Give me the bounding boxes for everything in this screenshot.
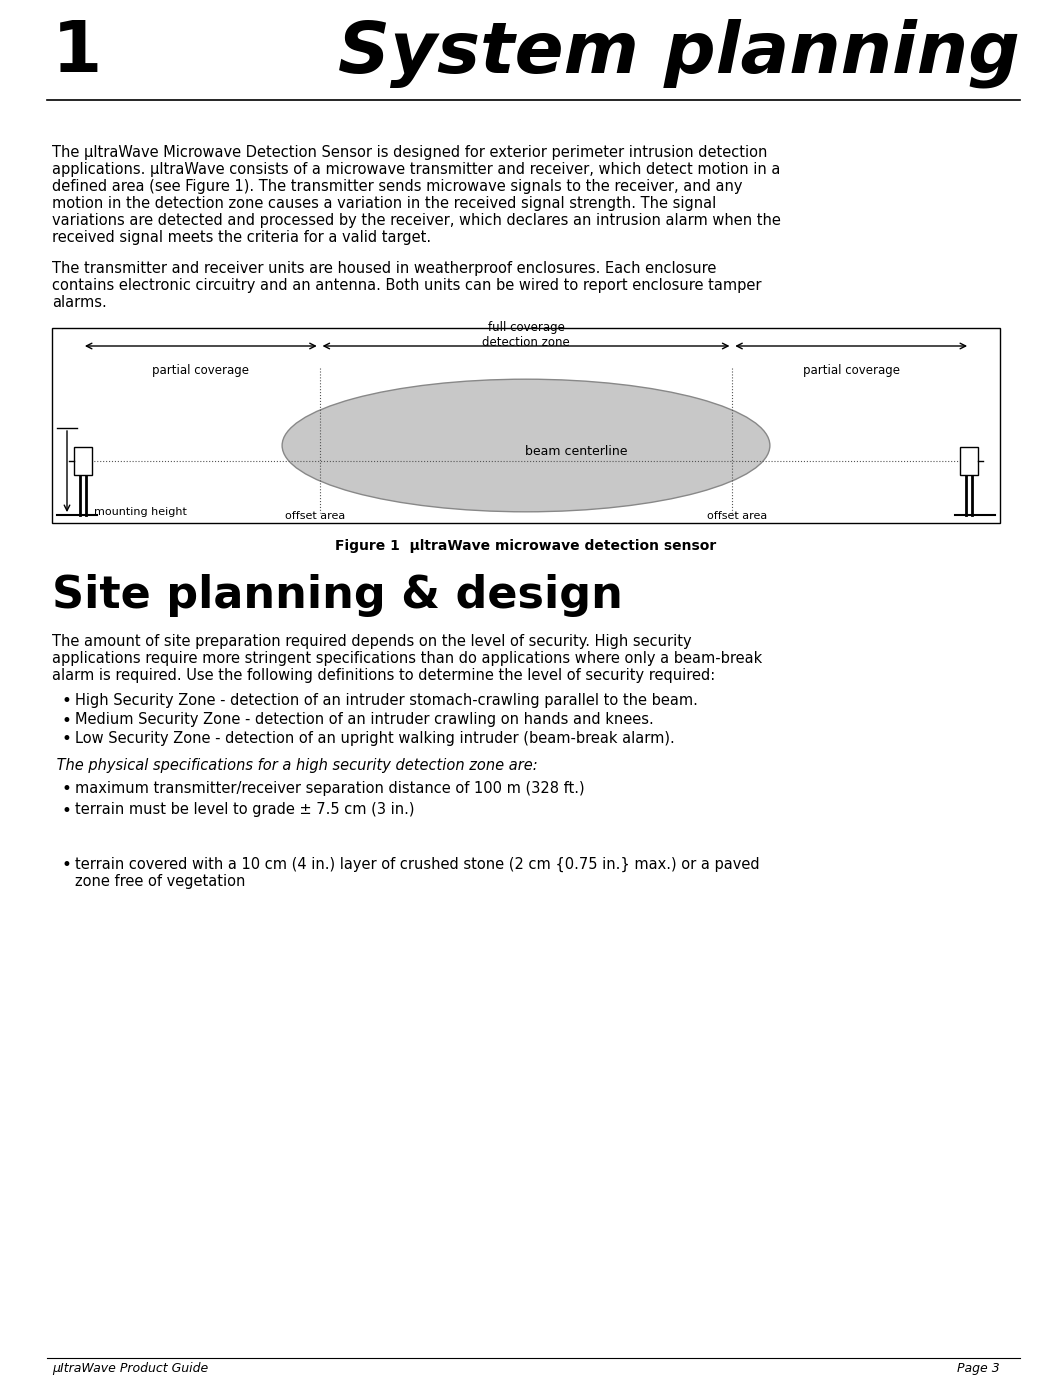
Text: The transmitter and receiver units are housed in weatherproof enclosures. Each e: The transmitter and receiver units are h…: [52, 262, 716, 275]
Text: partial coverage: partial coverage: [803, 364, 899, 376]
Text: received signal meets the criteria for a valid target.: received signal meets the criteria for a…: [52, 230, 431, 245]
Text: Page 3: Page 3: [957, 1362, 1000, 1374]
Text: alarm is required. Use the following definitions to determine the level of secur: alarm is required. Use the following def…: [52, 668, 715, 682]
Text: •: •: [62, 801, 72, 819]
Text: offset area: offset area: [707, 511, 768, 520]
Text: 1: 1: [52, 18, 102, 87]
Text: terrain must be level to grade ± 7.5 cm (3 in.): terrain must be level to grade ± 7.5 cm …: [75, 801, 414, 817]
Text: •: •: [62, 857, 72, 875]
Text: alarms.: alarms.: [52, 295, 106, 310]
Text: μItraWave Product Guide: μItraWave Product Guide: [52, 1362, 208, 1374]
Text: full coverage
detection zone: full coverage detection zone: [482, 321, 570, 349]
Text: applications require more stringent specifications than do applications where on: applications require more stringent spec…: [52, 650, 763, 666]
Text: offset area: offset area: [284, 511, 345, 520]
Text: terrain covered with a 10 cm (4 in.) layer of crushed stone (2 cm {0.75 in.} max: terrain covered with a 10 cm (4 in.) lay…: [75, 857, 760, 872]
Text: variations are detected and processed by the receiver, which declares an intrusi: variations are detected and processed by…: [52, 213, 781, 228]
Text: contains electronic circuitry and an antenna. Both units can be wired to report : contains electronic circuitry and an ant…: [52, 278, 762, 293]
Ellipse shape: [282, 379, 770, 512]
Text: •: •: [62, 781, 72, 799]
Bar: [52, 328, 1000, 523]
Text: The μltraWave Microwave Detection Sensor is designed for exterior perimeter intr: The μltraWave Microwave Detection Sensor…: [52, 145, 767, 161]
Text: Figure 1  μltraWave microwave detection sensor: Figure 1 μltraWave microwave detection s…: [336, 538, 716, 554]
Text: The physical specifications for a high security detection zone are:: The physical specifications for a high s…: [52, 758, 538, 774]
Text: applications. μltraWave consists of a microwave transmitter and receiver, which : applications. μltraWave consists of a mi…: [52, 162, 781, 177]
Text: System planning: System planning: [338, 18, 1020, 87]
Text: maximum transmitter/receiver separation distance of 100 m (328 ft.): maximum transmitter/receiver separation …: [75, 781, 585, 796]
Text: mounting height: mounting height: [94, 507, 187, 518]
Text: zone free of vegetation: zone free of vegetation: [75, 875, 245, 889]
Text: motion in the detection zone causes a variation in the received signal strength.: motion in the detection zone causes a va…: [52, 197, 716, 210]
Text: •: •: [62, 711, 72, 729]
Text: •: •: [62, 731, 72, 749]
Text: •: •: [62, 692, 72, 710]
Text: beam centerline: beam centerline: [525, 444, 627, 458]
Bar: [74, 447, 92, 475]
Text: High Security Zone - detection of an intruder stomach-crawling parallel to the b: High Security Zone - detection of an int…: [75, 693, 697, 709]
Text: Site planning & design: Site planning & design: [52, 574, 623, 617]
Text: defined area (see Figure 1). The transmitter sends microwave signals to the rece: defined area (see Figure 1). The transmi…: [52, 179, 743, 194]
Text: Low Security Zone - detection of an upright walking intruder (beam-break alarm).: Low Security Zone - detection of an upri…: [75, 731, 674, 746]
Text: partial coverage: partial coverage: [153, 364, 249, 376]
Text: Medium Security Zone - detection of an intruder crawling on hands and knees.: Medium Security Zone - detection of an i…: [75, 711, 653, 727]
Text: The amount of site preparation required depends on the level of security. High s: The amount of site preparation required …: [52, 634, 691, 649]
Bar: [960, 447, 978, 475]
